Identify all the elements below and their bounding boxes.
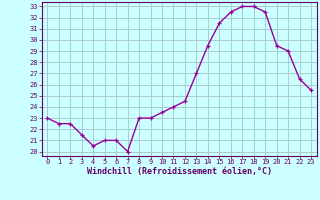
X-axis label: Windchill (Refroidissement éolien,°C): Windchill (Refroidissement éolien,°C): [87, 167, 272, 176]
